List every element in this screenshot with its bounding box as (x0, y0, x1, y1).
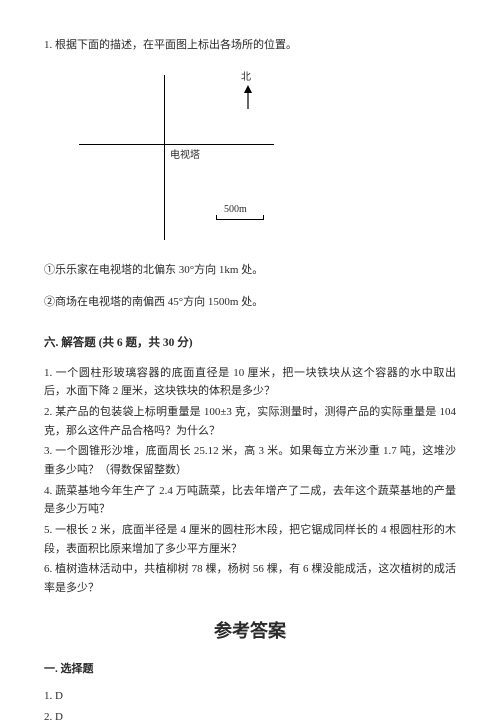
vertical-axis (164, 75, 165, 240)
map-diagram: 北 电视塔 500m (44, 67, 304, 247)
question-1-sub-1: ①乐乐家在电视塔的北偏东 30°方向 1km 处。 (44, 261, 456, 280)
problem-1: 1. 一个圆柱形玻璃容器的底面直径是 10 厘米，把一块铁块从这个容器的水中取出… (44, 364, 456, 401)
problem-4: 4. 蔬菜基地今年生产了 2.4 万吨蔬菜，比去年增产了二成，去年这个蔬菜基地的… (44, 482, 456, 519)
problem-5: 5. 一根长 2 米，底面半径是 4 厘米的圆柱形木段，把它锯成同样长的 4 根… (44, 521, 456, 558)
tv-tower-label: 电视塔 (170, 147, 200, 164)
north-arrow-icon (244, 85, 252, 111)
answer-section-1-label: 一. 选择题 (44, 660, 456, 679)
section-6-title: 六. 解答题 (共 6 题，共 30 分) (44, 334, 456, 354)
answer-item-1: 1. D (44, 687, 456, 706)
north-label: 北 (241, 69, 251, 86)
problem-3: 3. 一个圆锥形沙堆，底面周长 25.12 米，高 3 米。如果每立方米沙重 1… (44, 442, 456, 479)
horizontal-axis (79, 144, 274, 145)
problem-2: 2. 某产品的包装袋上标明重量是 100±3 克，实际测量时，测得产品的实际重量… (44, 403, 456, 440)
question-1-sub-2: ②商场在电视塔的南偏西 45°方向 1500m 处。 (44, 293, 456, 312)
answers-title: 参考答案 (44, 616, 456, 647)
question-1-prompt: 1. 根据下面的描述，在平面图上标出各场所的位置。 (44, 36, 456, 55)
scale-bar (216, 215, 264, 220)
problem-6: 6. 植树造林活动中，共植柳树 78 棵，杨树 56 棵，有 6 棵没能成活，这… (44, 560, 456, 597)
answer-item-2: 2. D (44, 708, 456, 727)
